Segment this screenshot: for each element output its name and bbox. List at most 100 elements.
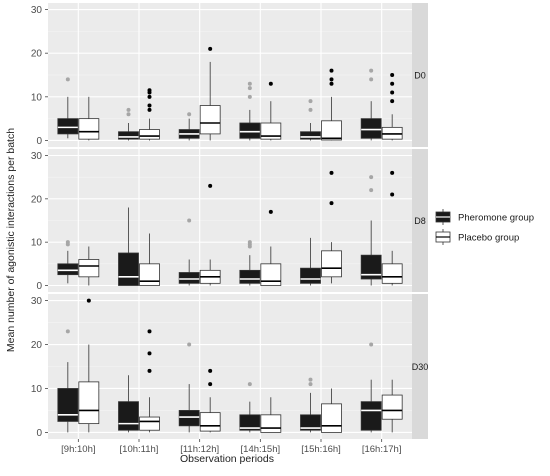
box-iqr [381, 394, 403, 420]
outlier-point [187, 112, 192, 117]
box-pheromone-14h-15h [239, 240, 261, 286]
box-pheromone-14h-15h [239, 81, 261, 141]
box-iqr [239, 269, 261, 284]
y-tick-label: 20 [31, 194, 43, 205]
outlier-point [308, 377, 313, 382]
outlier-point [329, 201, 334, 206]
box-pheromone-14h-15h [239, 382, 261, 433]
outlier-point [147, 107, 152, 112]
box-iqr [178, 272, 200, 284]
outlier-point [247, 240, 252, 245]
box-pheromone-16h-17h [360, 175, 382, 286]
outlier-point [268, 81, 273, 86]
box-placebo-10h-11h [139, 329, 160, 433]
facet-panel-d0: D0 [48, 3, 428, 147]
outlier-point [329, 81, 334, 86]
box-iqr [381, 263, 403, 284]
facet-strip [412, 3, 428, 147]
facet-panel-d30: D30 [48, 294, 428, 439]
legend: Pheromone group Placebo group [435, 209, 534, 245]
x-tick-label: [10h:11h] [120, 444, 159, 455]
box-pheromone-11h-12h [178, 218, 200, 286]
outlier-point [247, 94, 252, 99]
axes-layer: 0 10 20 30 0 10 20 30 0 10 20 30 [9h:10h] [10h:11h] [1… [31, 5, 402, 455]
outlier-point [65, 240, 70, 245]
box-iqr [321, 403, 342, 433]
box-iqr [199, 412, 221, 432]
box-iqr [139, 263, 160, 286]
outlier-point [208, 382, 213, 387]
box-placebo-9h-10h [78, 246, 100, 286]
box-iqr [199, 105, 221, 135]
outlier-point [187, 342, 192, 347]
outlier-point [268, 209, 273, 214]
outlier-point [187, 218, 192, 223]
box-iqr [78, 381, 100, 425]
outlier-point [390, 192, 395, 197]
outlier-point [147, 368, 152, 373]
outlier-point [86, 298, 91, 303]
outlier-point [369, 188, 374, 193]
x-tick-label: [15h:16h] [301, 444, 341, 455]
box-pheromone-10h-11h [118, 207, 139, 286]
box-pheromone-10h-11h [118, 107, 139, 141]
outlier-point [147, 103, 152, 108]
outlier-point [147, 351, 152, 356]
box-placebo-14h-15h [260, 397, 282, 433]
outlier-point [329, 170, 334, 175]
box-iqr [300, 414, 321, 431]
outlier-point [147, 329, 152, 334]
box-pheromone-9h-10h [57, 240, 79, 284]
box-placebo-15h-16h [321, 170, 342, 284]
x-tick-label: [16h:17h] [362, 444, 402, 455]
x-tick-label: [14h:15h] [241, 444, 281, 455]
box-placebo-9h-10h [78, 298, 100, 433]
outlier-point [390, 73, 395, 77]
outlier-point [308, 107, 313, 112]
legend-item-pheromone-group: Pheromone group [435, 209, 534, 225]
box-pheromone-15h-16h [300, 237, 321, 286]
y-tick-label: 30 [31, 151, 43, 162]
y-tick-label: 0 [36, 428, 42, 439]
box-placebo-10h-11h [139, 233, 160, 286]
box-iqr [139, 416, 160, 431]
box-iqr [360, 254, 382, 280]
outlier-point [147, 94, 152, 99]
outlier-point [208, 183, 213, 188]
box-iqr [239, 122, 261, 139]
y-tick-label: 0 [36, 136, 42, 147]
box-iqr [360, 401, 382, 431]
box-iqr [178, 410, 200, 427]
outlier-point [208, 368, 213, 373]
box-iqr [260, 122, 282, 140]
box-placebo-16h-17h [381, 379, 403, 433]
box-iqr [57, 263, 79, 276]
box-iqr [139, 129, 160, 140]
y-tick-label: 30 [31, 5, 43, 16]
box-iqr [118, 401, 139, 431]
outlier-point [126, 112, 131, 117]
outlier-point [390, 81, 395, 86]
box-iqr [321, 120, 342, 141]
y-axis-title: Mean number of agonistic interactions pe… [5, 128, 17, 352]
y-tick-label: 0 [36, 281, 42, 292]
box-placebo-10h-11h [139, 88, 160, 141]
x-tick-label: [9h:10h] [61, 444, 95, 455]
box-placebo-16h-17h [381, 170, 403, 286]
box-iqr [78, 118, 100, 140]
facet-strip [412, 294, 428, 439]
box-pheromone-15h-16h [300, 377, 321, 433]
facet-strip [412, 149, 428, 292]
box-pheromone-9h-10h [57, 77, 79, 139]
facet-strip-label: D8 [414, 216, 426, 226]
box-iqr [118, 252, 139, 286]
box-iqr [78, 259, 100, 278]
outlier-point [247, 86, 252, 91]
box-placebo-16h-17h [381, 73, 403, 141]
box-pheromone-10h-11h [118, 375, 139, 433]
box-pheromone-11h-12h [178, 342, 200, 433]
box-pheromone-11h-12h [178, 112, 200, 141]
legend-item-placebo-group: Placebo group [435, 229, 519, 245]
